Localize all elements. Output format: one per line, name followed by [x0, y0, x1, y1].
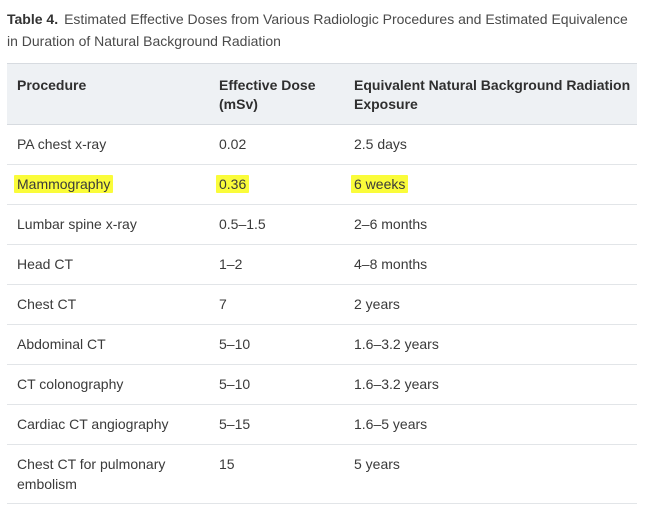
cell-text: 2.5 days: [354, 136, 407, 152]
cell-text: Lumbar spine x-ray: [17, 216, 137, 232]
cell-text: 5–10: [219, 376, 251, 392]
cell-procedure: PA chest x-ray: [7, 125, 209, 164]
cell-procedure: CT colonography: [7, 365, 209, 404]
cell-procedure: Abdominal CT: [7, 325, 209, 364]
cell-dose: 5–15: [209, 405, 344, 444]
cell-equivalent: 1.6–3.2 years: [344, 325, 637, 364]
cell-text: PA chest x-ray: [17, 136, 107, 152]
cell-dose: 5–10: [209, 365, 344, 404]
cell-dose: 1–2: [209, 245, 344, 284]
table-row: PA chest x-ray 0.02 2.5 days: [7, 125, 637, 165]
table-row-highlighted: Mammography 0.36 6 weeks: [7, 165, 637, 205]
cell-equivalent: 2–6 months: [344, 205, 637, 244]
cell-procedure: Cardiac CT angiography: [7, 405, 209, 444]
cell-text: 1–2: [219, 256, 243, 272]
cell-equivalent: 1.6–3.2 years: [344, 365, 637, 404]
cell-dose: 0.02: [209, 125, 344, 164]
cell-equivalent: 1.6–5 years: [344, 405, 637, 444]
table-row: Head CT 1–2 4–8 months: [7, 245, 637, 285]
cell-text: 1.6–3.2 years: [354, 376, 439, 392]
cell-text: 7: [219, 296, 227, 312]
cell-text: 4–8 months: [354, 256, 428, 272]
cell-text: 5–10: [219, 336, 251, 352]
cell-dose: 7: [209, 285, 344, 324]
cell-equivalent: 6 weeks: [344, 165, 637, 204]
cell-text: Cardiac CT angiography: [17, 416, 169, 432]
cell-text: Head CT: [17, 256, 74, 272]
cell-procedure: Mammography: [7, 165, 209, 204]
dose-table: Procedure Effective Dose (mSv) Equivalen…: [7, 63, 637, 504]
table-header-row: Procedure Effective Dose (mSv) Equivalen…: [7, 64, 637, 125]
cell-procedure: Chest CT for pulmonary embolism: [7, 445, 209, 503]
table-row: Cardiac CT angiography 5–15 1.6–5 years: [7, 405, 637, 445]
cell-dose: 15: [209, 445, 344, 503]
table-caption-text: Estimated Effective Doses from Various R…: [7, 11, 628, 49]
cell-text: CT colonography: [17, 376, 124, 392]
cell-equivalent: 2.5 days: [344, 125, 637, 164]
highlighted-text: Mammography: [14, 175, 114, 193]
cell-text: 5 years: [354, 456, 400, 472]
cell-text: Chest CT for pulmonary embolism: [17, 456, 166, 492]
cell-text: Abdominal CT: [17, 336, 106, 352]
cell-text: 5–15: [219, 416, 251, 432]
cell-dose: 0.5–1.5: [209, 205, 344, 244]
header-procedure: Procedure: [17, 77, 87, 93]
table-row: Chest CT for pulmonary embolism 15 5 yea…: [7, 445, 637, 504]
cell-procedure: Chest CT: [7, 285, 209, 324]
cell-equivalent: 2 years: [344, 285, 637, 324]
table-row: CT colonography 5–10 1.6–3.2 years: [7, 365, 637, 405]
cell-text: 1.6–3.2 years: [354, 336, 439, 352]
cell-equivalent: 5 years: [344, 445, 637, 503]
header-equivalent-exposure: Equivalent Natural Background Radiation …: [354, 77, 631, 112]
cell-text: Chest CT: [17, 296, 77, 312]
cell-text: 1.6–5 years: [354, 416, 428, 432]
table-caption-label: Table 4.: [7, 11, 59, 27]
cell-text: 2–6 months: [354, 216, 428, 232]
cell-equivalent: 4–8 months: [344, 245, 637, 284]
cell-text: 15: [219, 456, 235, 472]
cell-text: 0.02: [219, 136, 247, 152]
table-row: Chest CT 7 2 years: [7, 285, 637, 325]
highlighted-text: 6 weeks: [351, 175, 409, 193]
highlighted-text: 0.36: [216, 175, 250, 193]
cell-dose: 5–10: [209, 325, 344, 364]
cell-dose: 0.36: [209, 165, 344, 204]
cell-procedure: Lumbar spine x-ray: [7, 205, 209, 244]
cell-text: 0.5–1.5: [219, 216, 266, 232]
table-row: Abdominal CT 5–10 1.6–3.2 years: [7, 325, 637, 365]
table-caption: Table 4. Estimated Effective Doses from V…: [7, 8, 637, 52]
table-row: Lumbar spine x-ray 0.5–1.5 2–6 months: [7, 205, 637, 245]
header-effective-dose: Effective Dose (mSv): [219, 77, 316, 112]
cell-text: 2 years: [354, 296, 400, 312]
cell-procedure: Head CT: [7, 245, 209, 284]
